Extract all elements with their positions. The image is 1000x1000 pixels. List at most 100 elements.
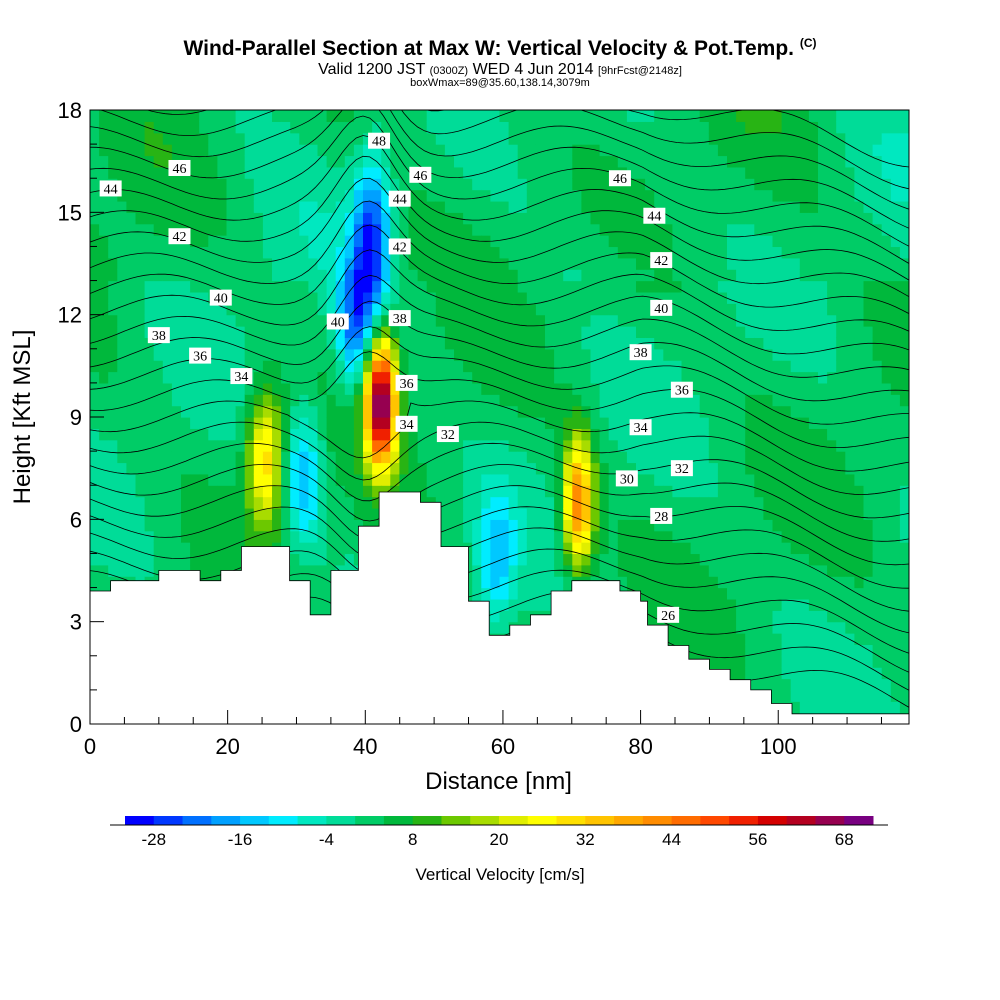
w-cell (736, 507, 746, 520)
w-cell (599, 564, 610, 577)
w-cell (599, 337, 610, 350)
w-cell (617, 451, 628, 464)
w-cell (517, 189, 528, 202)
w-cell (381, 462, 391, 475)
w-cell (90, 155, 100, 168)
w-cell (135, 223, 146, 236)
w-cell (808, 519, 819, 532)
w-cell (818, 530, 828, 543)
w-cell (208, 382, 218, 395)
w-cell (645, 166, 655, 179)
w-cell (135, 326, 146, 339)
w-cell (99, 462, 109, 475)
theta-label: 32 (436, 426, 459, 443)
w-cell (463, 246, 473, 259)
w-cell (608, 223, 619, 236)
w-cell (308, 337, 319, 350)
theta-label-box (230, 368, 253, 385)
w-cell (335, 337, 346, 350)
w-cell (854, 280, 865, 293)
theta-label: 36 (189, 347, 212, 365)
w-cell (363, 166, 373, 179)
w-cell (854, 314, 865, 327)
w-cell (335, 235, 346, 248)
w-cell (281, 291, 291, 304)
w-cell (299, 553, 309, 566)
w-cell (481, 280, 491, 293)
w-cell (599, 394, 610, 407)
w-cell (636, 462, 646, 475)
w-cell (363, 132, 373, 145)
w-cell (281, 405, 291, 418)
w-cell (408, 337, 419, 350)
w-cell (781, 212, 792, 225)
w-cell (217, 326, 228, 339)
w-cell (499, 542, 510, 555)
w-cell (899, 519, 909, 532)
w-cell (699, 405, 710, 418)
w-cell (672, 291, 683, 304)
w-cell (654, 200, 664, 213)
w-cell (363, 337, 373, 350)
w-cell (308, 496, 319, 509)
theta-label-box (209, 289, 232, 306)
w-cell (208, 132, 218, 145)
w-cell (535, 587, 546, 600)
w-cell (326, 553, 337, 566)
w-cell (535, 178, 546, 191)
w-cell (162, 257, 173, 270)
w-cell (272, 473, 282, 486)
w-cell (763, 564, 774, 577)
w-cell (854, 348, 865, 361)
w-cell (681, 280, 692, 293)
w-cell (399, 337, 410, 350)
theta-label-text: 48 (372, 135, 386, 150)
w-cell (745, 144, 755, 157)
w-cell (636, 303, 646, 316)
w-cell (353, 303, 364, 316)
w-cell (872, 473, 883, 486)
w-cell (645, 553, 655, 566)
w-cell (827, 621, 837, 634)
w-cell (563, 576, 573, 589)
w-cell (617, 121, 628, 134)
w-cell (572, 405, 582, 418)
w-cell (672, 132, 683, 145)
w-cell (153, 360, 164, 373)
w-cell (745, 348, 755, 361)
w-cell (171, 417, 182, 429)
w-cell (690, 144, 701, 157)
w-cell (790, 326, 801, 339)
w-cell (872, 189, 883, 202)
w-cell (608, 348, 619, 361)
w-cell (535, 200, 546, 213)
theta-label: 34 (230, 368, 253, 385)
w-cell (90, 405, 100, 418)
w-cell (253, 530, 264, 543)
w-cell (554, 121, 564, 134)
w-cell (663, 132, 673, 145)
w-cell (135, 564, 146, 577)
w-cell (417, 485, 428, 498)
w-cell (899, 337, 909, 350)
w-cell (590, 291, 601, 304)
w-cell (272, 314, 282, 327)
w-cell (626, 291, 637, 304)
w-cell (317, 496, 328, 509)
w-cell (745, 235, 755, 248)
w-cell (717, 621, 728, 634)
w-cell (253, 451, 264, 464)
w-cell (108, 348, 118, 361)
w-cell (654, 394, 664, 407)
w-cell (681, 371, 692, 384)
w-cell (399, 155, 410, 168)
w-cell (890, 678, 901, 691)
w-cell (272, 462, 282, 475)
w-cell (672, 598, 683, 611)
w-cell (281, 451, 291, 464)
w-cell (153, 382, 164, 395)
theta-label-text: 44 (393, 193, 407, 208)
w-cell (772, 337, 783, 350)
w-cell (408, 178, 419, 191)
w-cell (899, 132, 909, 145)
